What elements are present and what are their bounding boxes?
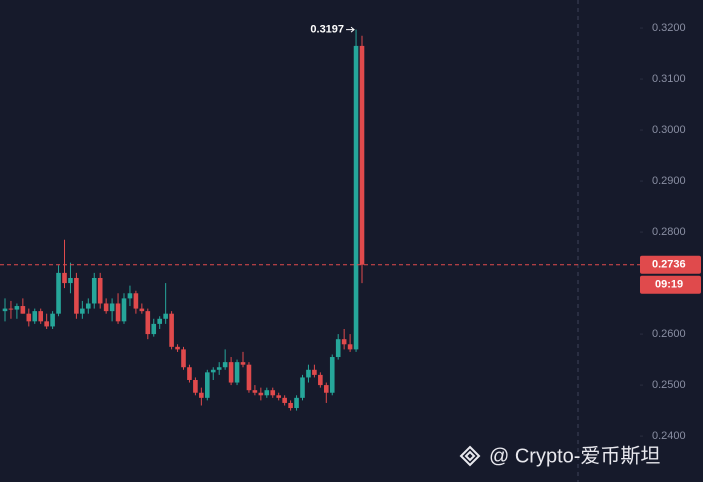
candle-body (157, 318, 162, 324)
y-tick-label: 0.2600 (652, 328, 686, 340)
candle-body (252, 390, 258, 393)
candle-body (2, 308, 8, 312)
candle-body (199, 392, 204, 398)
candle-body (169, 313, 174, 347)
candle-body (341, 339, 347, 345)
candle-body (335, 339, 341, 358)
candle-body (258, 392, 264, 396)
watermark-icon (459, 445, 481, 467)
last-price-box (640, 255, 701, 274)
candle-body (151, 323, 157, 335)
candle-body (121, 298, 127, 322)
candle-body (8, 308, 14, 310)
y-tick-label: 0.3100 (652, 73, 686, 85)
candle-body (32, 311, 38, 322)
candle-body (175, 346, 180, 350)
countdown-label: 09:19 (655, 279, 683, 291)
candle-body (276, 395, 281, 398)
candle-body (68, 277, 73, 284)
last-price-label: 0.2736 (652, 259, 686, 271)
candle-body (193, 379, 198, 393)
candle-body (50, 313, 55, 327)
candle-body (163, 313, 168, 319)
candle-body (181, 349, 186, 368)
candle-body (20, 306, 26, 314)
candle-body (294, 397, 299, 409)
candle-body (205, 372, 210, 398)
candle-body (329, 357, 335, 393)
candle-body (187, 367, 192, 380)
candle-body (14, 306, 20, 310)
candle-body (115, 303, 121, 322)
candle-body (228, 362, 234, 383)
candle-body (318, 374, 323, 386)
candle-body (56, 272, 61, 314)
y-tick-label: 0.2500 (652, 379, 686, 391)
watermark: @ Crypto-爱币斯坦 (489, 444, 660, 467)
candle-body (264, 390, 270, 396)
y-tick-label: 0.3000 (652, 124, 686, 136)
candle-body (353, 45, 359, 350)
watermark-logo (459, 445, 481, 467)
candle-body (300, 377, 305, 398)
high-arrow (346, 26, 355, 33)
candle-body (359, 45, 365, 265)
candle-body (97, 277, 103, 304)
candle-body (288, 402, 293, 409)
candle-body (216, 367, 222, 370)
candle-body (246, 364, 252, 391)
candle-body (312, 369, 317, 375)
candle-body (44, 321, 49, 327)
candle-body (26, 313, 32, 322)
candle-body (234, 362, 240, 383)
candle-body (347, 344, 353, 350)
candle-body (91, 277, 97, 304)
candle-body (74, 277, 79, 314)
candle-body (306, 369, 311, 378)
candle-body (139, 308, 145, 312)
candle-body (324, 385, 329, 393)
candle-body (210, 369, 216, 373)
candle-body (109, 303, 115, 312)
candle-body (38, 311, 43, 322)
y-tick-label: 0.2400 (652, 430, 686, 442)
y-tick-label: 0.2900 (652, 175, 686, 187)
candle-body (145, 311, 151, 335)
candle-body (103, 303, 109, 312)
candle-body (222, 362, 228, 368)
candle-body (127, 293, 133, 299)
candle-body (86, 303, 91, 309)
y-tick-label: 0.2800 (652, 226, 686, 238)
candle-body (282, 397, 287, 403)
candle-body (62, 272, 67, 284)
candle-body (133, 293, 139, 309)
countdown-box (640, 275, 701, 294)
candle-body (270, 390, 276, 396)
candle-body (240, 362, 246, 365)
candle-body (80, 308, 85, 314)
y-tick-label: 0.3200 (652, 22, 686, 34)
high-label: 0.3197 (310, 23, 344, 35)
